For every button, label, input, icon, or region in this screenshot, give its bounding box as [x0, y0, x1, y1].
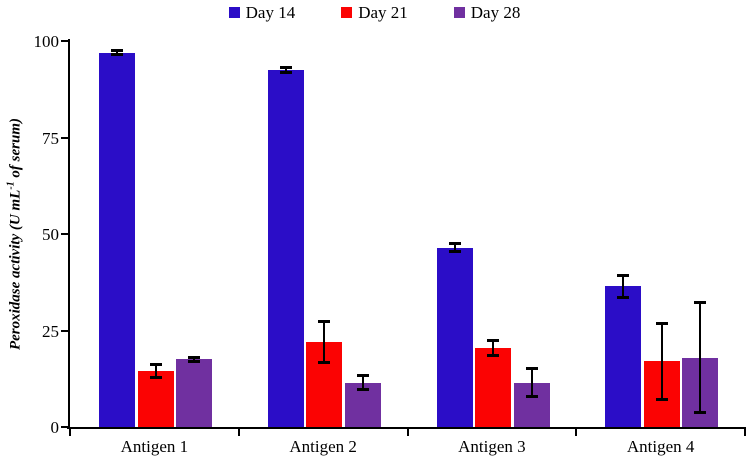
x-tick-mark — [69, 428, 71, 436]
bar-day-28-antigen-1 — [176, 359, 212, 427]
error-bar-day-14-antigen-2-cap-top — [279, 66, 292, 70]
y-tick-mark — [61, 40, 69, 42]
legend-swatch-day-14-icon — [228, 7, 240, 18]
error-bar-day-14-antigen-1-cap-bottom — [111, 53, 123, 57]
y-tick-label: 0 — [50, 418, 60, 437]
error-bar-day-21-antigen-4-cap-bottom — [655, 397, 668, 401]
chart-legend: Day 14 Day 21 Day 28 — [0, 3, 749, 22]
x-tick-mark — [575, 428, 578, 436]
error-bar-day-21-antigen-3-line — [492, 340, 494, 356]
x-tick-mark — [744, 428, 746, 436]
error-bar-day-14-antigen-1-line — [116, 49, 118, 56]
error-bar-day-28-antigen-4-cap-top — [694, 300, 707, 304]
error-bar-day-21-antigen-1-line — [154, 364, 157, 378]
legend-item-day-28: Day 28 — [453, 3, 521, 22]
error-bar-day-21-antigen-3-cap-top — [487, 339, 499, 343]
error-bar-day-14-antigen-4-cap-top — [617, 273, 630, 277]
error-bar-day-28-antigen-1-cap-bottom — [188, 359, 200, 363]
x-category-label-antigen-4: Antigen 4 — [626, 437, 695, 456]
error-bar-day-14-antigen-4-cap-bottom — [617, 295, 630, 299]
error-bar-day-14-antigen-2-line — [284, 67, 287, 73]
bar-day-21-antigen-3 — [475, 347, 511, 427]
y-tick-label: 25 — [42, 321, 59, 341]
error-bar-day-28-antigen-4-cap-bottom — [694, 411, 707, 415]
legend-swatch-day-28-icon — [453, 7, 465, 18]
error-bar-day-21-antigen-3-cap-bottom — [487, 353, 499, 357]
bar-day-14-antigen-2 — [267, 69, 304, 427]
error-bar-day-28-antigen-1-cap-top — [188, 356, 200, 360]
error-bar-day-14-antigen-2-cap-bottom — [279, 70, 292, 74]
x-category-label-antigen-3: Antigen 3 — [458, 437, 526, 456]
x-tick-mark — [237, 428, 240, 436]
bar-day-14-antigen-4 — [605, 286, 642, 427]
y-tick-mark — [61, 233, 69, 235]
bar-day-21-antigen-1 — [137, 371, 174, 427]
error-bar-day-28-antigen-2-cap-top — [356, 373, 369, 377]
legend-label-day-28: Day 28 — [470, 3, 521, 22]
error-bar-day-14-antigen-3-line — [453, 242, 456, 253]
error-bar-day-21-antigen-1-cap-bottom — [149, 375, 162, 379]
x-tick-mark — [406, 428, 409, 436]
y-tick-label: 100 — [33, 32, 60, 51]
error-bar-day-28-antigen-1-line — [193, 357, 195, 362]
legend-item-day-14: Day 14 — [228, 3, 296, 22]
error-bar-day-21-antigen-1-cap-top — [149, 363, 162, 367]
y-tick-mark — [61, 329, 69, 332]
y-tick-label: 75 — [42, 128, 59, 148]
error-bar-day-28-antigen-3-cap-bottom — [525, 395, 538, 399]
error-bar-day-21-antigen-4-cap-top — [655, 321, 668, 325]
bar-day-14-antigen-3 — [436, 247, 473, 427]
y-tick-label: 50 — [42, 225, 59, 244]
legend-label-day-14: Day 14 — [245, 3, 296, 22]
bar-day-14-antigen-1 — [99, 52, 135, 427]
x-category-label-antigen-1: Antigen 1 — [120, 437, 189, 456]
error-bar-day-21-antigen-2-cap-bottom — [318, 361, 331, 365]
legend-item-day-21: Day 21 — [341, 3, 408, 22]
error-bar-day-28-antigen-2-cap-bottom — [356, 388, 369, 392]
error-bar-day-14-antigen-4-line — [622, 274, 625, 298]
y-tick-mark — [61, 426, 69, 428]
error-bar-day-21-antigen-4-line — [660, 322, 663, 400]
error-bar-day-21-antigen-2-line — [323, 320, 326, 364]
legend-swatch-day-21-icon — [341, 7, 353, 18]
x-category-label-antigen-2: Antigen 2 — [289, 437, 357, 456]
error-bar-day-28-antigen-2-line — [361, 374, 364, 391]
error-bar-day-28-antigen-3-cap-top — [525, 366, 538, 370]
error-bar-day-28-antigen-3-line — [530, 367, 533, 398]
error-bar-day-14-antigen-3-cap-top — [448, 241, 461, 245]
y-tick-mark — [61, 136, 69, 139]
error-bar-day-14-antigen-1-cap-top — [111, 48, 123, 52]
y-axis-line — [68, 39, 70, 429]
error-bar-day-14-antigen-3-cap-bottom — [448, 250, 461, 254]
legend-label-day-21: Day 21 — [358, 3, 408, 22]
error-bar-day-21-antigen-2-cap-top — [318, 319, 331, 323]
error-bar-day-28-antigen-4-line — [699, 301, 702, 414]
